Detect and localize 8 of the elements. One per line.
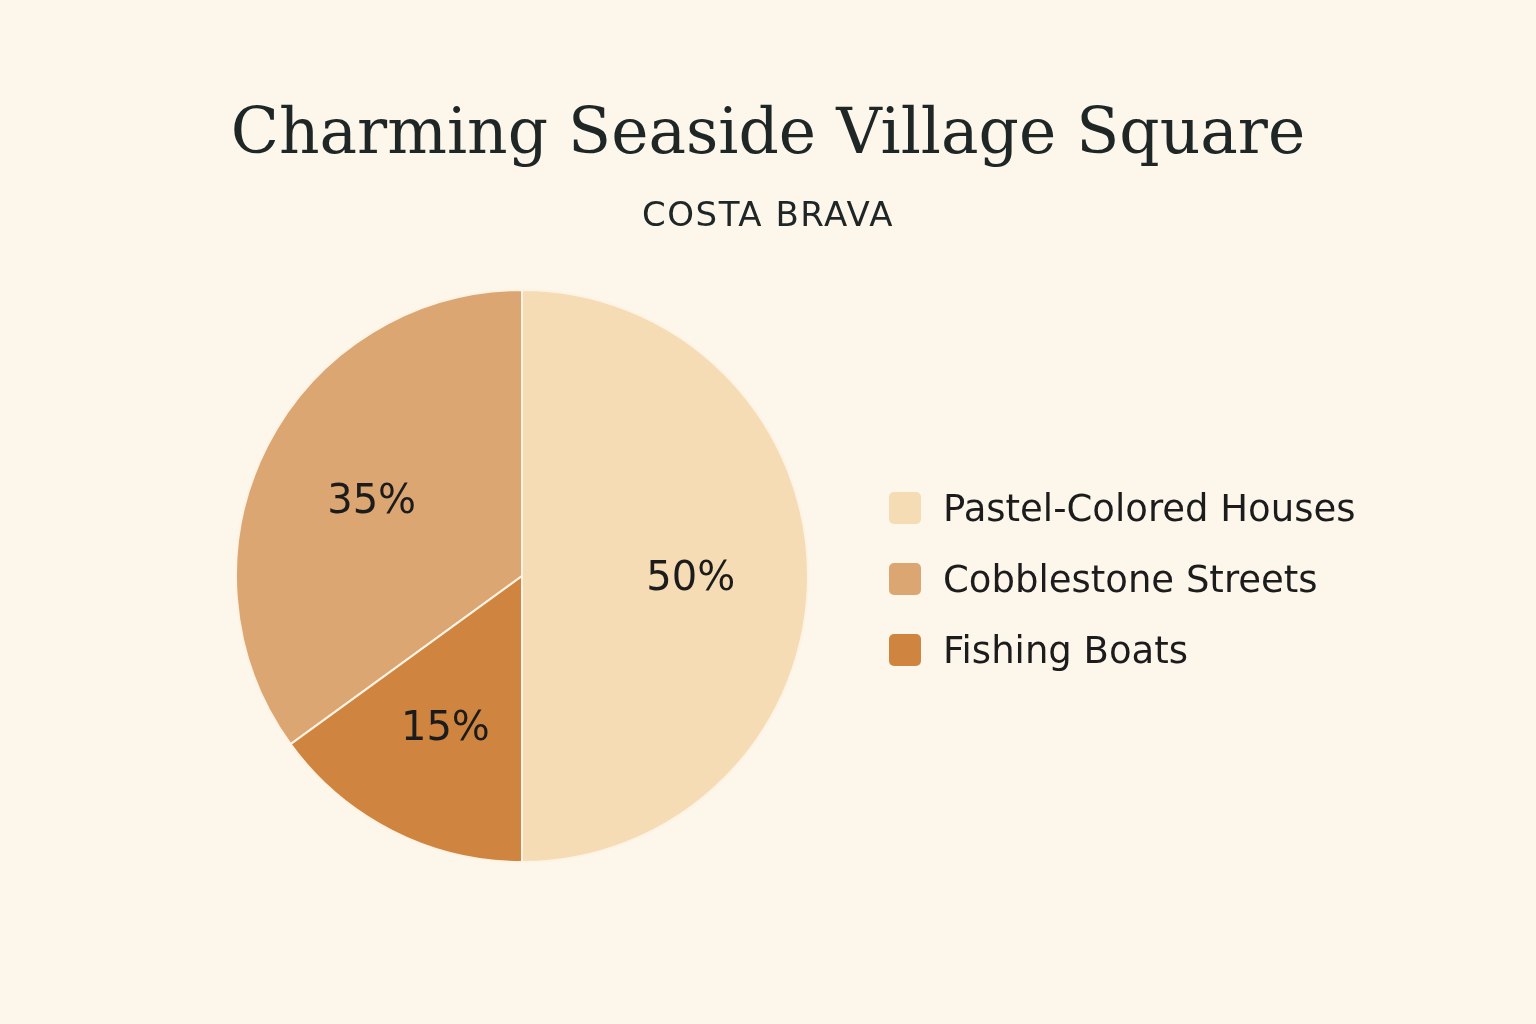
chart-title: Charming Seaside Village Square — [230, 95, 1306, 168]
legend-label: Fishing Boats — [943, 628, 1189, 672]
data-label: 35% — [327, 476, 417, 523]
data-label: 50% — [646, 553, 736, 599]
legend-label: Cobblestone Streets — [943, 557, 1318, 601]
chart-subtitle: COSTA BRAVA — [642, 194, 894, 234]
legend-label: Pastel-Colored Houses — [943, 486, 1356, 530]
data-label: 15% — [400, 703, 490, 750]
